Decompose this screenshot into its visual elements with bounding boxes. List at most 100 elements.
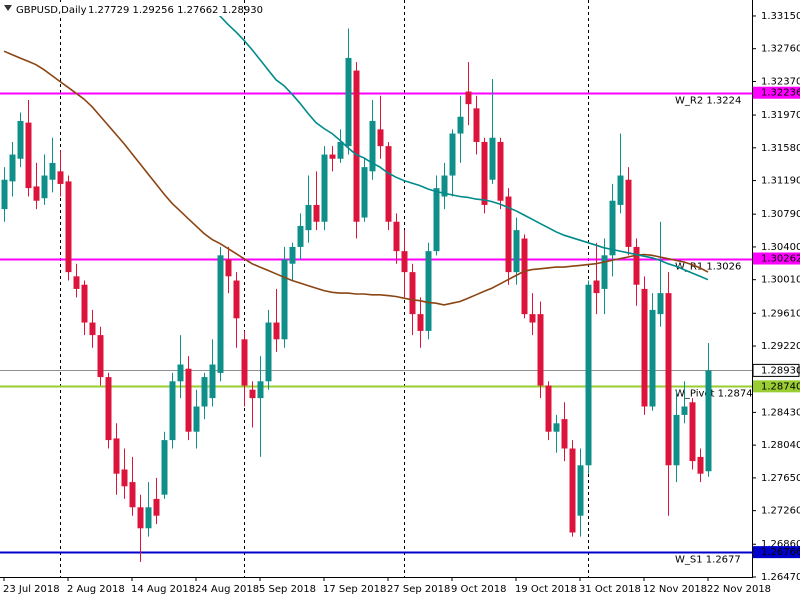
x-tick-label: 27 Sep 2018 [387,584,450,595]
level-tag-label: 1.26766 [761,547,800,558]
moving-average [211,7,709,281]
candle-body [665,293,672,466]
candle-body [345,57,352,147]
candle-body [649,309,656,407]
level-tag [753,546,800,559]
level-label: W_R1 1.3026 [675,262,741,273]
x-tick-label: 14 Aug 2018 [131,584,195,595]
candle-body [321,154,328,222]
candle-body [209,364,216,399]
candle-body [153,498,160,516]
y-tick-label: 1.32370 [761,76,800,87]
last-price-label: 1.28930 [761,365,800,376]
x-tick-label: 5 Sep 2018 [259,584,316,595]
y-tick-label: 1.33150 [761,11,800,22]
candle-body [273,322,280,340]
level-label: W_R2 1.3224 [675,96,741,107]
candle-body [129,482,136,508]
last-price-tag [752,363,800,377]
candle-body [561,419,568,449]
candle-body [81,284,88,323]
candle-body [113,438,120,474]
candle-body [513,230,520,273]
candle-body [65,181,72,273]
candle-body [337,141,344,159]
candle-body [569,448,576,533]
candle-body [249,389,256,399]
level-tag [753,380,800,393]
candle-body [577,465,584,516]
ohlc-values: 1.27729 1.29256 1.27662 1.28930 [88,5,263,16]
candle-body [225,259,232,277]
candle-body [281,259,288,340]
candle-body [105,377,112,441]
x-tick-label: 2 Aug 2018 [67,584,125,595]
candle-body [417,314,424,331]
levels: W_R2 1.3224 W_R1 1.3026 W_Pivot 1.2874 W_S1… [0,92,753,566]
candle-body [361,167,368,218]
candle-body [329,154,336,159]
candle-body [121,469,128,487]
candle-body [593,280,600,294]
x-tick-label: 24 Aug 2018 [195,584,259,595]
candle-body [609,200,616,256]
y-tick-label: 1.31970 [761,110,800,121]
candle-body [489,137,496,180]
candle-body [57,171,64,184]
candle-body [33,186,40,201]
y-tick-label: 1.28040 [761,440,800,451]
axes: 1.33150 1.32760 1.32370 1.31970 1.31580 1.311… [3,11,800,595]
candle-body [201,377,208,407]
candle-body [617,175,624,205]
y-tick-label: 1.26470 [761,572,800,583]
candle-body [673,414,680,466]
candle-body [161,440,168,495]
y-tick-label: 1.29220 [761,341,800,352]
y-tick-label: 1.26860 [761,539,800,550]
candle-body [409,272,416,315]
candle-body [1,179,8,210]
x-tick-label: 23 Jul 2018 [3,584,60,595]
candle-body [457,116,464,134]
candle-body [601,255,608,289]
candle-body [233,280,240,319]
candle-body [9,154,16,182]
candle-body [449,133,456,176]
y-tick-label: 1.29610 [761,308,800,319]
candle-body [137,507,144,529]
candle-body [657,293,664,315]
header-icon [4,5,12,11]
candle-body [41,175,48,199]
level-tag-label: 1.28740 [761,381,800,392]
candle-body [401,251,408,273]
candle-body [177,364,184,382]
candle-body [313,204,320,222]
candle-body [705,370,712,472]
candle-body [697,456,704,474]
candle-body [193,406,200,432]
candle-body [385,146,392,222]
candle-body [49,162,56,180]
level-label: W_Pivot 1.2874 [675,389,753,400]
y-tick-label: 1.31190 [761,176,800,187]
x-tick-label: 12 Nov 2018 [643,584,707,595]
y-tick-label: 1.32760 [761,44,800,55]
candle-body [553,423,560,432]
candle-body [441,175,448,197]
x-tick-label: 22 Nov 2018 [707,584,771,595]
candle-body [497,141,504,201]
candle-body [297,225,304,247]
candle-body [169,381,176,441]
y-tick-label: 1.30400 [761,242,800,253]
candle-body [369,120,376,172]
candle-body [681,406,688,415]
level-tag [753,252,800,265]
x-tick-label: 31 Oct 2018 [579,584,641,595]
candle-body [393,221,400,252]
chart-title: GBPUSD,Daily [16,5,87,16]
candle-body [257,381,264,399]
candle-body [145,507,152,529]
candle-body [689,402,696,462]
